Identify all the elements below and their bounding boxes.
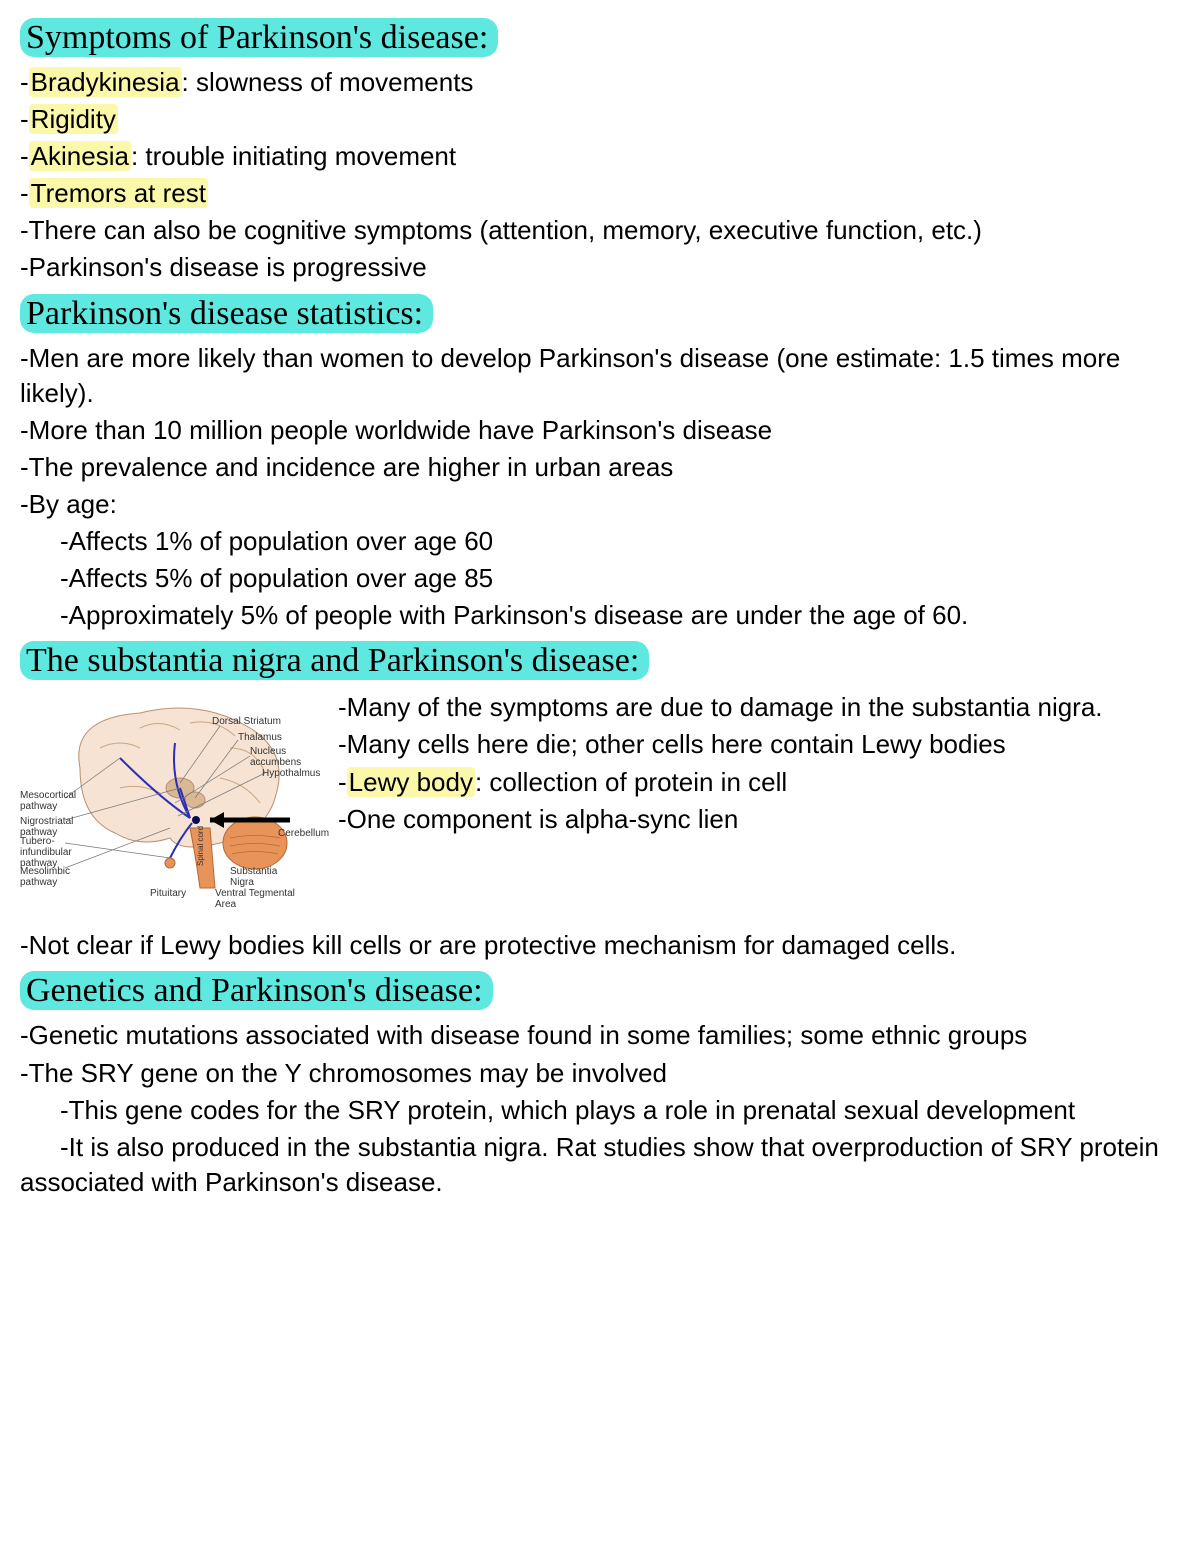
genetics-sub-line: -This gene codes for the SRY protein, wh…: [20, 1093, 1180, 1128]
term-rigidity: Rigidity: [29, 104, 118, 134]
genetics-line: -The SRY gene on the Y chromosomes may b…: [20, 1056, 1180, 1091]
heading-genetics: Genetics and Parkinson's disease:: [20, 971, 493, 1010]
stat-sub-line: -Affects 5% of population over age 85: [20, 561, 1180, 596]
term-rest: : trouble initiating movement: [131, 141, 456, 171]
substantia-below: -Not clear if Lewy bodies kill cells or …: [20, 928, 1180, 963]
heading-symptoms: Symptoms of Parkinson's disease:: [20, 18, 498, 57]
term-lewy-body: Lewy body: [347, 767, 475, 797]
diagram-label: Nigrostriatal pathway: [20, 816, 78, 838]
diagram-label: Pituitary: [150, 888, 186, 899]
diagram-label: Spinal cord: [197, 826, 206, 866]
symptom-line: -Rigidity: [20, 102, 1180, 137]
diagram-label: Nucleus accumbens: [250, 746, 305, 768]
stat-line: -Men are more likely than women to devel…: [20, 341, 1180, 411]
genetics-line: -Genetic mutations associated with disea…: [20, 1018, 1180, 1053]
substantia-line: -Many of the symptoms are due to damage …: [338, 690, 1180, 725]
diagram-label: Mesocortical pathway: [20, 790, 78, 812]
substantia-line: -Lewy body: collection of protein in cel…: [338, 765, 1180, 800]
genetics-sub-line: -It is also produced in the substantia n…: [20, 1130, 1180, 1200]
diagram-label: Tubero-infundibular pathway: [20, 836, 78, 869]
symptom-line: -Bradykinesia: slowness of movements: [20, 65, 1180, 100]
symptom-line: -Parkinson's disease is progressive: [20, 250, 1180, 285]
term-akinesia: Akinesia: [29, 141, 131, 171]
symptom-line: -There can also be cognitive symptoms (a…: [20, 213, 1180, 248]
diagram-label: Dorsal Striatum: [212, 716, 281, 727]
symptom-line: -Akinesia: trouble initiating movement: [20, 139, 1180, 174]
symptom-line: -Tremors at rest: [20, 176, 1180, 211]
term-tremors: Tremors at rest: [29, 178, 208, 208]
stat-sub-line: -Affects 1% of population over age 60: [20, 524, 1180, 559]
brain-diagram: Mesocortical pathway Nigrostriatal pathw…: [20, 688, 320, 918]
substantia-line: -Many cells here die; other cells here c…: [338, 727, 1180, 762]
diagram-label: Ventral Tegmental Area: [215, 888, 295, 910]
stat-line: -The prevalence and incidence are higher…: [20, 450, 1180, 485]
diagram-label: Mesolimbic pathway: [20, 866, 78, 888]
stat-sub-line: -Approximately 5% of people with Parkins…: [20, 598, 1180, 633]
stat-line: -More than 10 million people worldwide h…: [20, 413, 1180, 448]
term-bradykinesia: Bradykinesia: [29, 67, 182, 97]
diagram-label: Hypothalmus: [262, 768, 320, 779]
stat-line: -By age:: [20, 487, 1180, 522]
term-rest: : slowness of movements: [182, 67, 474, 97]
term-rest: : collection of protein in cell: [475, 767, 787, 797]
substantia-line: -One component is alpha-sync lien: [338, 802, 1180, 837]
heading-stats: Parkinson's disease statistics:: [20, 294, 433, 333]
heading-substantia: The substantia nigra and Parkinson's dis…: [20, 641, 649, 680]
diagram-label: Substantia Nigra: [230, 866, 280, 888]
diagram-label: Thalamus: [238, 732, 282, 743]
diagram-label: Cerebellum: [278, 828, 329, 839]
